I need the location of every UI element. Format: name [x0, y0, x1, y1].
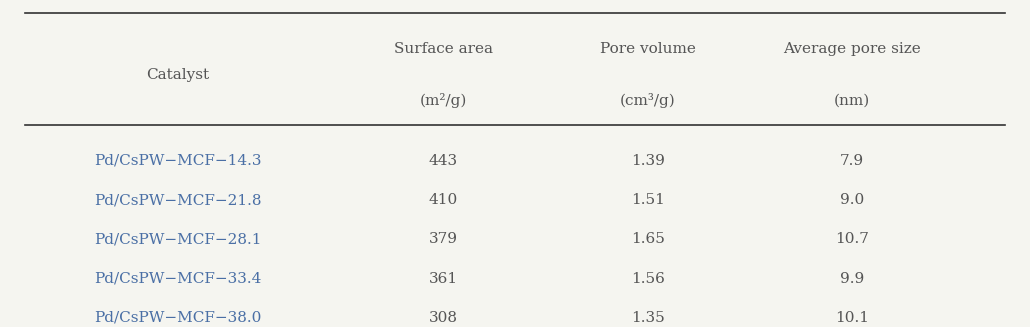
Text: 1.39: 1.39	[631, 154, 664, 168]
Text: 10.1: 10.1	[835, 311, 869, 325]
Text: 361: 361	[428, 272, 458, 285]
Text: 379: 379	[428, 232, 458, 247]
Text: 7.9: 7.9	[840, 154, 864, 168]
Text: Average pore size: Average pore size	[783, 43, 921, 56]
Text: Pore volume: Pore volume	[599, 43, 695, 56]
Text: Catalyst: Catalyst	[146, 68, 209, 82]
Text: 1.65: 1.65	[631, 232, 664, 247]
Text: Pd/CsPW−MCF−21.8: Pd/CsPW−MCF−21.8	[94, 193, 262, 207]
Text: 1.35: 1.35	[631, 311, 664, 325]
Text: 1.51: 1.51	[631, 193, 664, 207]
Text: 1.56: 1.56	[631, 272, 664, 285]
Text: Pd/CsPW−MCF−28.1: Pd/CsPW−MCF−28.1	[94, 232, 262, 247]
Text: 9.9: 9.9	[840, 272, 864, 285]
Text: Pd/CsPW−MCF−14.3: Pd/CsPW−MCF−14.3	[94, 154, 262, 168]
Text: (m²/g): (m²/g)	[420, 93, 468, 108]
Text: 308: 308	[428, 311, 458, 325]
Text: Pd/CsPW−MCF−33.4: Pd/CsPW−MCF−33.4	[94, 272, 262, 285]
Text: Surface area: Surface area	[394, 43, 493, 56]
Text: (cm³/g): (cm³/g)	[620, 93, 676, 108]
Text: 410: 410	[428, 193, 458, 207]
Text: (nm): (nm)	[834, 94, 870, 108]
Text: Pd/CsPW−MCF−38.0: Pd/CsPW−MCF−38.0	[94, 311, 262, 325]
Text: 9.0: 9.0	[840, 193, 864, 207]
Text: 10.7: 10.7	[835, 232, 869, 247]
Text: 443: 443	[428, 154, 458, 168]
